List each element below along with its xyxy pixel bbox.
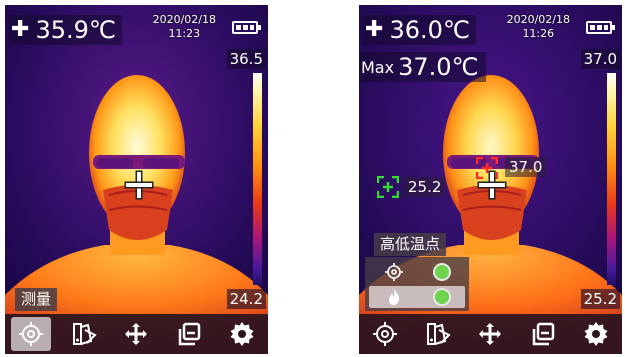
palette-icon bbox=[72, 323, 97, 345]
thermal-screen-right: ✚ 36.0℃ Max 37.0℃ 2020/02/18 11:26 37.0 … bbox=[359, 5, 622, 354]
center-crosshair-icon bbox=[479, 172, 505, 198]
mode-label: 测量 bbox=[15, 288, 58, 311]
measure-icon bbox=[373, 322, 398, 346]
measure-icon bbox=[19, 322, 44, 346]
settings-tool-button[interactable] bbox=[576, 317, 616, 351]
time: 11:23 bbox=[168, 27, 201, 40]
move-tool-button[interactable] bbox=[470, 317, 510, 351]
palette-tool-button[interactable] bbox=[64, 317, 104, 351]
datetime: 2020/02/18 11:23 bbox=[153, 13, 216, 41]
layers-icon bbox=[178, 322, 201, 346]
cold-point-toggle-row[interactable] bbox=[369, 261, 465, 283]
hot-point-marker-icon bbox=[476, 157, 498, 179]
move-icon bbox=[479, 323, 502, 345]
scale-min-temp: 25.2 bbox=[580, 289, 620, 309]
settings-icon bbox=[230, 322, 254, 346]
measure-tool-button[interactable] bbox=[11, 317, 52, 351]
date: 2020/02/18 bbox=[152, 13, 216, 26]
toggle-on-icon[interactable] bbox=[435, 265, 449, 279]
battery-icon bbox=[232, 21, 261, 34]
battery-icon bbox=[586, 21, 615, 34]
scale-max-temp: 37.0 bbox=[580, 49, 620, 69]
max-temperature-readout: Max 37.0℃ bbox=[359, 52, 487, 82]
palette-icon bbox=[426, 323, 451, 345]
layers-icon bbox=[532, 322, 555, 346]
toggle-on-icon[interactable] bbox=[435, 290, 449, 304]
hot-point-toggle-row[interactable] bbox=[369, 286, 465, 308]
cold-point-temp: 25.2 bbox=[404, 177, 446, 197]
high-low-point-panel bbox=[365, 257, 469, 311]
settings-tool-button[interactable] bbox=[222, 317, 262, 351]
layers-tool-button[interactable] bbox=[169, 317, 209, 351]
center-temperature: 36.0℃ bbox=[389, 16, 470, 44]
settings-icon bbox=[584, 322, 608, 346]
high-low-point-title: 高低温点 bbox=[374, 233, 447, 256]
crosshair-icon: ✚ bbox=[11, 17, 30, 42]
center-temperature: 35.9℃ bbox=[35, 16, 116, 44]
time: 11:26 bbox=[522, 27, 555, 40]
flame-icon bbox=[389, 289, 400, 305]
palette-tool-button[interactable] bbox=[418, 317, 458, 351]
center-temperature-readout: ✚ 35.9℃ bbox=[9, 15, 122, 45]
color-scale-bar bbox=[607, 73, 616, 285]
max-label: Max bbox=[361, 57, 395, 77]
layers-tool-button[interactable] bbox=[523, 317, 563, 351]
move-icon bbox=[125, 323, 148, 345]
date: 2020/02/18 bbox=[506, 13, 570, 26]
hot-point-temp: 37.0 bbox=[505, 157, 547, 177]
target-icon bbox=[385, 263, 403, 281]
scale-max-temp: 36.5 bbox=[226, 49, 266, 69]
bottom-toolbar bbox=[359, 314, 622, 354]
center-crosshair-icon bbox=[126, 172, 152, 198]
crosshair-icon: ✚ bbox=[365, 17, 384, 42]
cold-point-marker-icon bbox=[377, 176, 399, 198]
color-scale-bar bbox=[253, 73, 262, 285]
scale-min-temp: 24.2 bbox=[226, 289, 266, 309]
thermal-screen-left: ✚ 35.9℃ 2020/02/18 11:23 36.5 24.2 测量 bbox=[5, 5, 268, 354]
datetime: 2020/02/18 11:26 bbox=[507, 13, 570, 41]
move-tool-button[interactable] bbox=[116, 317, 156, 351]
bottom-toolbar bbox=[5, 314, 268, 354]
max-temperature: 37.0℃ bbox=[398, 53, 479, 81]
measure-tool-button[interactable] bbox=[365, 317, 405, 351]
center-temperature-readout: ✚ 36.0℃ bbox=[363, 15, 476, 45]
